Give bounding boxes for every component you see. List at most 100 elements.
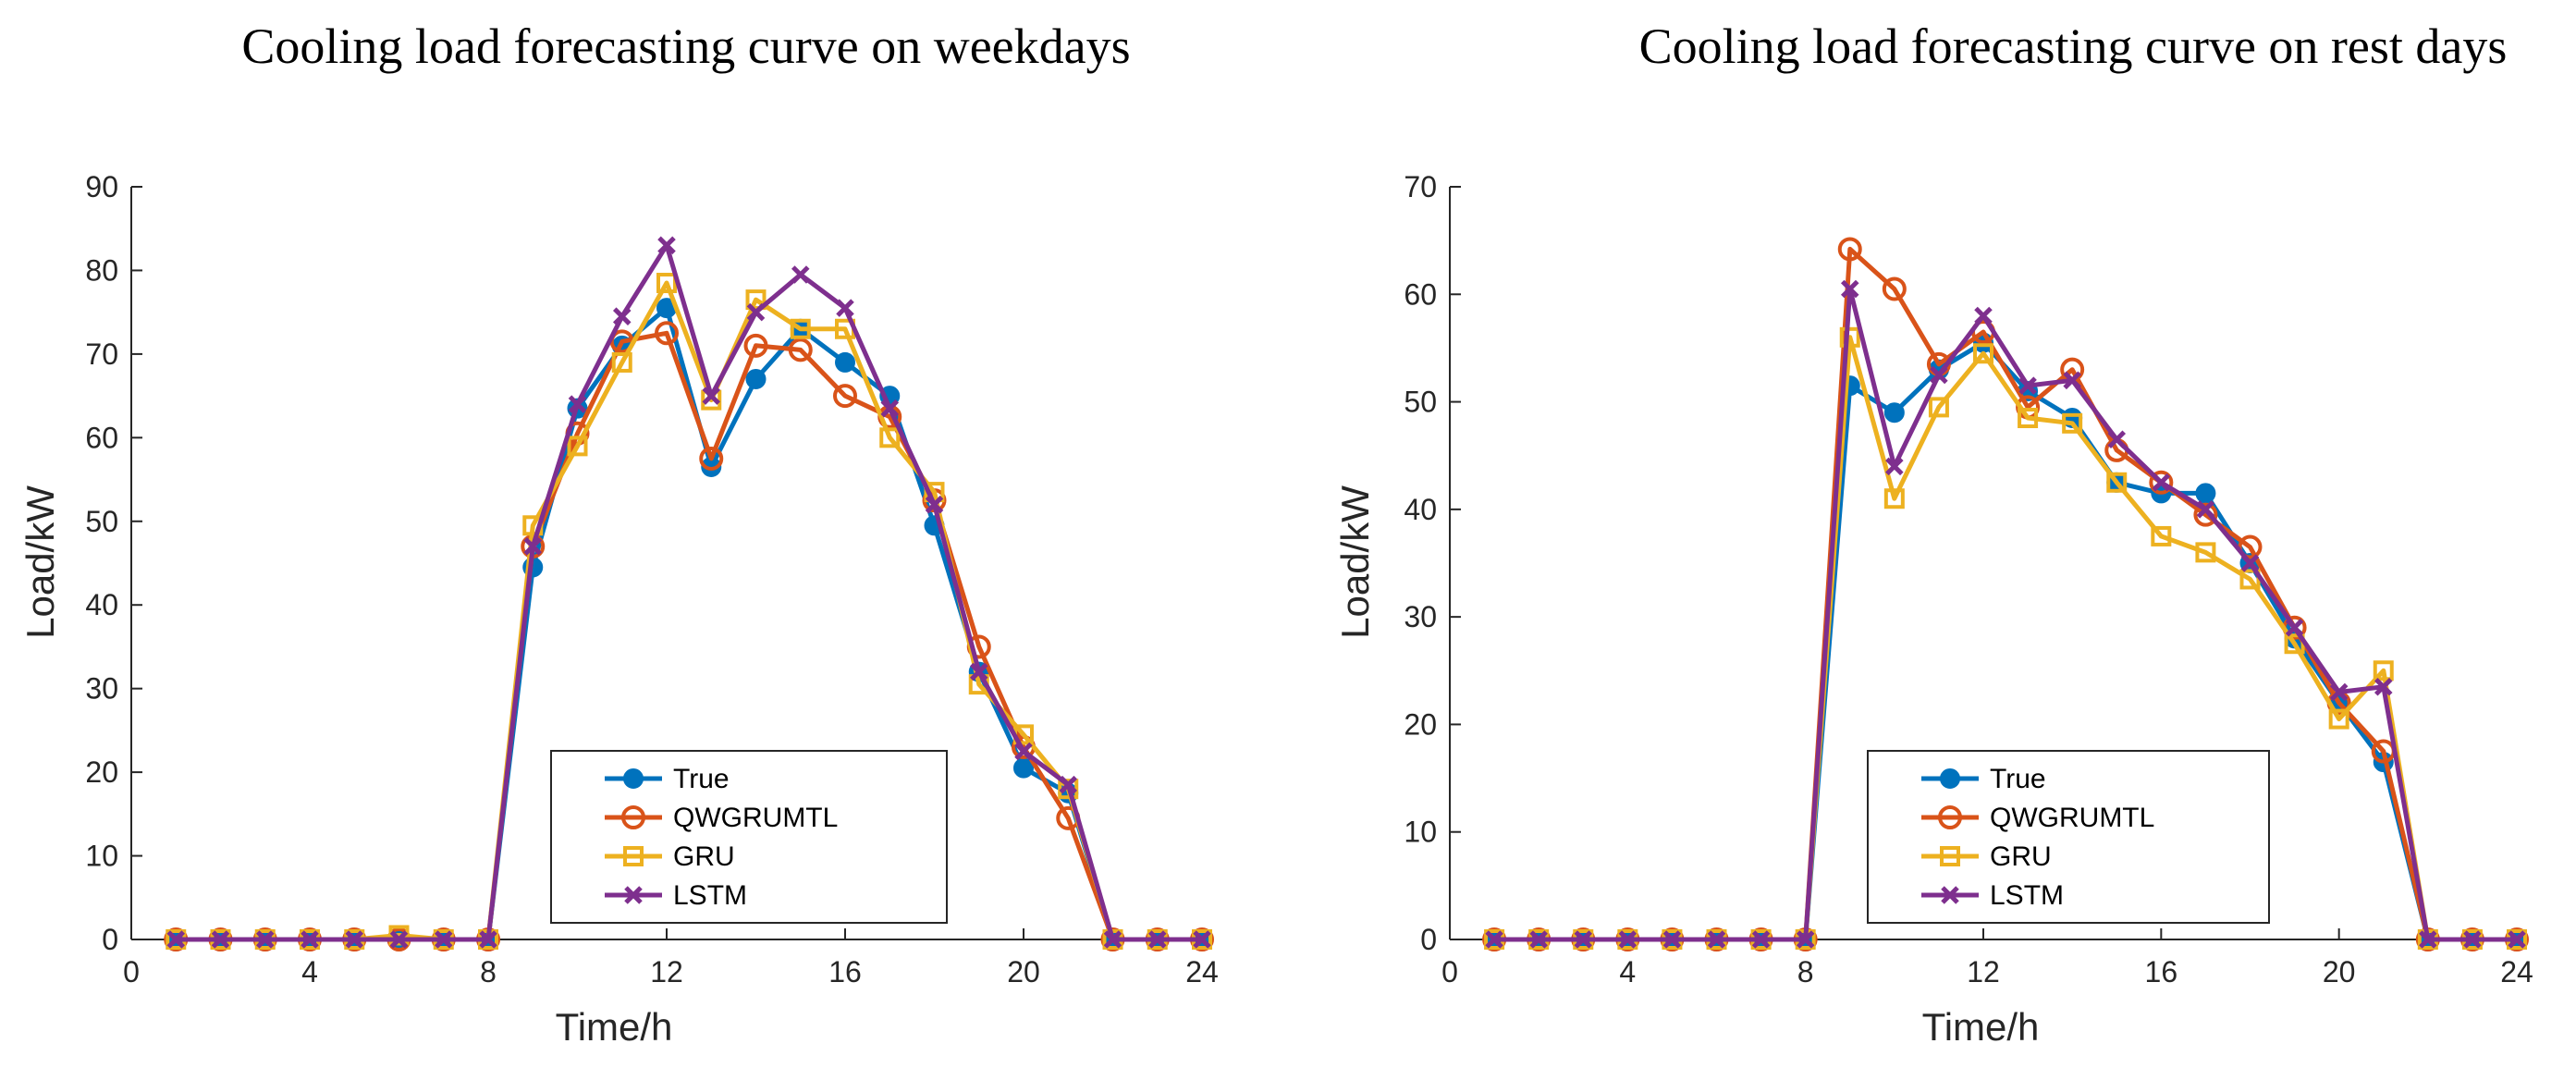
data-point — [2151, 525, 2172, 546]
legend-label: GRU — [1990, 841, 2052, 872]
data-point — [345, 930, 364, 949]
x-tick-label: 4 — [1619, 955, 1636, 988]
data-point — [621, 805, 645, 829]
y-tick-label: 50 — [1404, 386, 1437, 419]
data-point — [389, 930, 409, 949]
data-point — [791, 265, 810, 284]
x-tick-label: 8 — [480, 955, 497, 988]
chart-title: Cooling load forecasting curve on weekda… — [241, 18, 1130, 74]
data-point — [1147, 930, 1167, 949]
x-tick-label: 12 — [650, 955, 683, 988]
data-point — [2018, 376, 2037, 395]
data-point — [656, 273, 677, 294]
axes: 0 10 20 30 40 50 60 70 80 90 0 4 8 12 16 20 24 — [85, 170, 1218, 988]
data-point — [624, 886, 643, 904]
data-point — [745, 289, 767, 311]
data-point — [1529, 930, 1548, 949]
x-tick-label: 24 — [2500, 955, 2533, 988]
axes: 0 10 20 30 40 50 60 70 0 4 8 12 16 20 24 — [1404, 170, 2533, 988]
data-point — [1928, 397, 1949, 418]
data-point — [1193, 930, 1211, 949]
data-point — [1882, 276, 1907, 301]
data-point — [699, 446, 724, 471]
legend-label: LSTM — [1990, 880, 2064, 911]
series-layer — [1482, 237, 2529, 951]
data-point — [655, 321, 679, 346]
data-point — [479, 930, 497, 949]
data-point — [2195, 483, 2216, 504]
x-tick-label: 20 — [2323, 955, 2356, 988]
data-point — [1940, 846, 1960, 866]
data-point — [623, 768, 644, 789]
legend-item: QWGRUMTL — [1921, 803, 2154, 833]
data-point — [1930, 365, 1948, 385]
legend-label: True — [1990, 764, 2046, 794]
data-point — [211, 930, 230, 949]
y-tick-label: 30 — [1404, 600, 1437, 633]
x-tick-label: 4 — [301, 955, 318, 988]
data-point — [623, 846, 644, 866]
data-point — [1883, 402, 1905, 424]
data-point — [1837, 237, 1862, 262]
data-point — [2508, 930, 2526, 949]
y-tick-label: 60 — [1404, 277, 1437, 311]
data-point — [567, 436, 588, 457]
data-point — [1058, 779, 1079, 800]
data-point — [2374, 677, 2393, 696]
legend-item: LSTM — [605, 880, 747, 911]
data-point — [1973, 343, 1993, 364]
data-point — [2195, 542, 2216, 563]
y-tick-label: 70 — [1404, 170, 1437, 203]
data-point — [2062, 412, 2083, 434]
data-point — [1941, 886, 1959, 904]
x-tick-label: 20 — [1007, 955, 1040, 988]
legend-item: GRU — [1921, 841, 2052, 872]
series-lstm — [1485, 279, 2526, 949]
data-point — [612, 307, 632, 325]
chart-title: Cooling load forecasting curve on rest d… — [1639, 18, 2508, 74]
data-point — [746, 302, 766, 322]
data-point — [166, 930, 186, 949]
data-point — [2196, 500, 2215, 519]
data-point — [388, 925, 410, 946]
data-point — [2419, 930, 2437, 949]
data-point — [2018, 408, 2039, 429]
data-point — [2285, 619, 2304, 637]
data-point — [1840, 279, 1859, 299]
data-point — [523, 537, 543, 556]
data-point — [1974, 306, 1993, 325]
data-point — [745, 369, 767, 390]
data-point — [1707, 930, 1726, 949]
y-tick-label: 80 — [85, 253, 118, 287]
data-point — [1485, 930, 1503, 949]
x-tick-label: 16 — [2145, 955, 2178, 988]
x-tick-label: 0 — [1441, 955, 1458, 988]
data-point — [2328, 708, 2349, 730]
data-point — [2063, 371, 2081, 390]
legend-label: GRU — [673, 841, 735, 872]
data-point — [790, 318, 811, 339]
data-point — [833, 384, 857, 409]
x-tick-label: 24 — [1185, 955, 1219, 988]
data-point — [836, 299, 854, 317]
x-tick-label: 8 — [1797, 955, 1814, 988]
y-tick-label: 20 — [1404, 707, 1437, 741]
y-tick-label: 0 — [1420, 923, 1437, 956]
y-tick-label: 10 — [85, 840, 118, 873]
y-tick-label: 20 — [85, 755, 118, 789]
data-point — [611, 351, 632, 373]
data-point — [2373, 660, 2394, 681]
legend-label: True — [673, 764, 730, 794]
y-tick-label: 70 — [85, 338, 118, 371]
data-point — [1103, 930, 1122, 949]
y-tick-label: 40 — [1404, 493, 1437, 526]
y-tick-label: 90 — [85, 170, 118, 203]
data-point — [1662, 930, 1682, 949]
data-point — [2149, 470, 2174, 495]
y-tick-label: 0 — [102, 923, 118, 956]
data-point — [2107, 430, 2127, 449]
legend-item: True — [605, 764, 730, 794]
x-tick-label: 16 — [828, 955, 862, 988]
data-point — [2329, 682, 2349, 702]
data-point — [1751, 930, 1771, 949]
